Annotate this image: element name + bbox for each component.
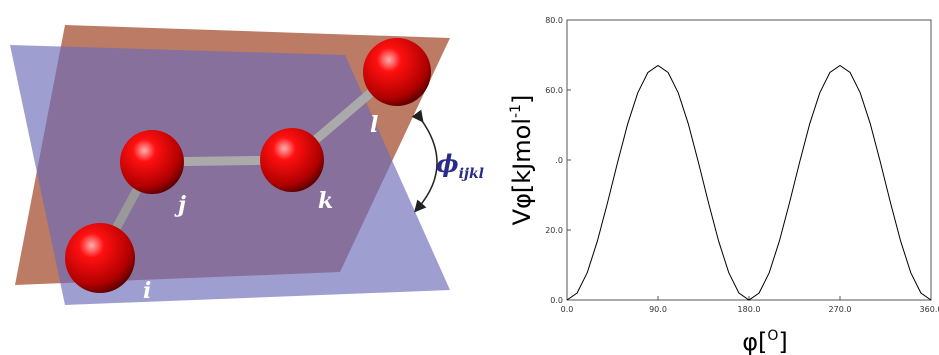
chart: Vφ[kJmol-1] φ[O] 0.0 20.0 .0 60.0 80.0 0.0 90.… (508, 16, 939, 355)
y-label-text: Vφ[kJmol (508, 118, 536, 225)
y-tick-label: 80.0 (545, 16, 563, 25)
atom-label: l (370, 112, 378, 138)
y-label-sup: -1 (508, 104, 524, 118)
atom (363, 38, 431, 106)
y-tick-label: 60.0 (545, 86, 563, 95)
angle-subscript: ijkl (459, 166, 484, 182)
x-label-text: φ[ (742, 328, 767, 355)
x-tick-label: 270.0 (829, 305, 852, 314)
y-axis-label: Vφ[kJmol-1] (508, 95, 536, 226)
atom-label: i (143, 278, 151, 304)
angle-label: ϕijkl (436, 149, 484, 182)
x-label-sup: O (767, 328, 778, 344)
atom (120, 130, 184, 194)
plot-frame (566, 19, 932, 301)
line-series (566, 64, 932, 301)
x-label-end: ] (778, 328, 787, 355)
y-tick-label: 20.0 (545, 226, 563, 235)
y-tick-label: 0.0 (550, 296, 563, 305)
angle-arrow (411, 109, 438, 213)
x-tick-label: 0.0 (561, 305, 574, 314)
x-tick-label: 90.0 (649, 305, 667, 314)
molecule-diagram: i j k l ϕijkl (10, 25, 484, 305)
atom (260, 128, 324, 192)
x-tick-label: 360.0 (920, 305, 939, 314)
x-axis-label: φ[O] (742, 328, 788, 355)
y-label-end: ] (508, 95, 536, 104)
angle-symbol: ϕ (436, 149, 459, 178)
atom (65, 223, 135, 293)
y-tick-label: .0 (555, 156, 563, 165)
x-tick-label: 180.0 (738, 305, 761, 314)
atom-label: k (318, 188, 333, 214)
